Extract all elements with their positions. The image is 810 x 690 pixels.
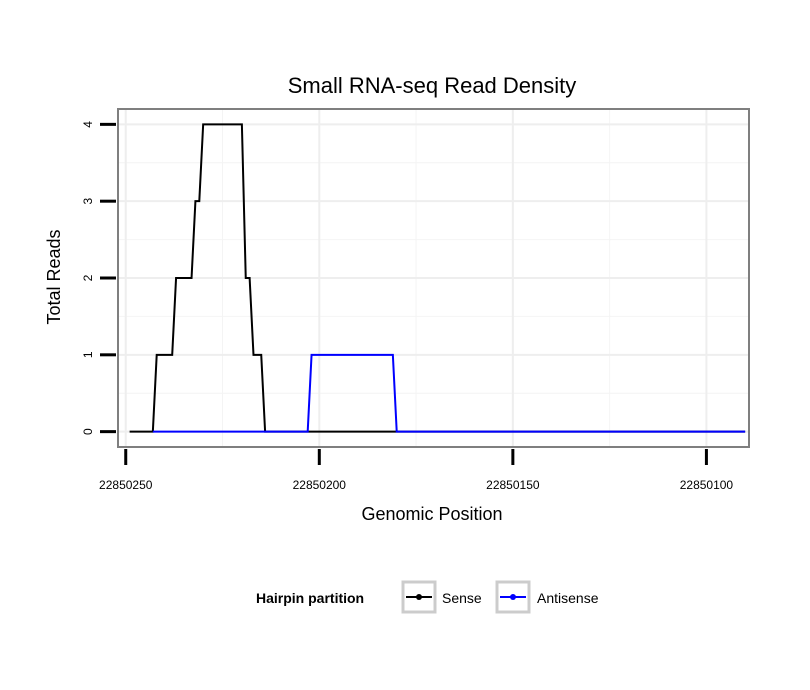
y-axis: 0 1 2 3 4 xyxy=(81,121,116,435)
series-line-antisense xyxy=(152,353,746,433)
x-tick-label: 22850200 xyxy=(293,478,347,492)
y-tick-label: 1 xyxy=(81,351,95,358)
x-axis-title: Genomic Position xyxy=(361,504,502,524)
x-tick-label: 22850150 xyxy=(486,478,540,492)
legend: Hairpin partition Sense Antisense xyxy=(256,580,599,614)
y-tick-label: 3 xyxy=(81,198,95,205)
x-tick-label: 22850100 xyxy=(680,478,734,492)
legend-label-antisense: Antisense xyxy=(537,590,599,606)
x-tick-label: 22850250 xyxy=(99,478,153,492)
x-axis: 22850250 22850200 22850150 22850100 xyxy=(99,449,733,492)
legend-title: Hairpin partition xyxy=(256,590,364,606)
y-tick-label: 2 xyxy=(81,274,95,281)
plot-panel xyxy=(117,108,750,448)
legend-label-sense: Sense xyxy=(442,590,482,606)
legend-key-antisense-marker xyxy=(510,594,516,600)
y-axis-title: Total Reads xyxy=(44,229,64,324)
y-tick-label: 0 xyxy=(81,428,95,435)
panel-border xyxy=(117,108,750,448)
legend-key-sense-marker xyxy=(416,594,422,600)
series-line-sense xyxy=(129,123,746,433)
chart-title: Small RNA-seq Read Density xyxy=(288,73,577,98)
y-tick-label: 4 xyxy=(81,121,95,128)
